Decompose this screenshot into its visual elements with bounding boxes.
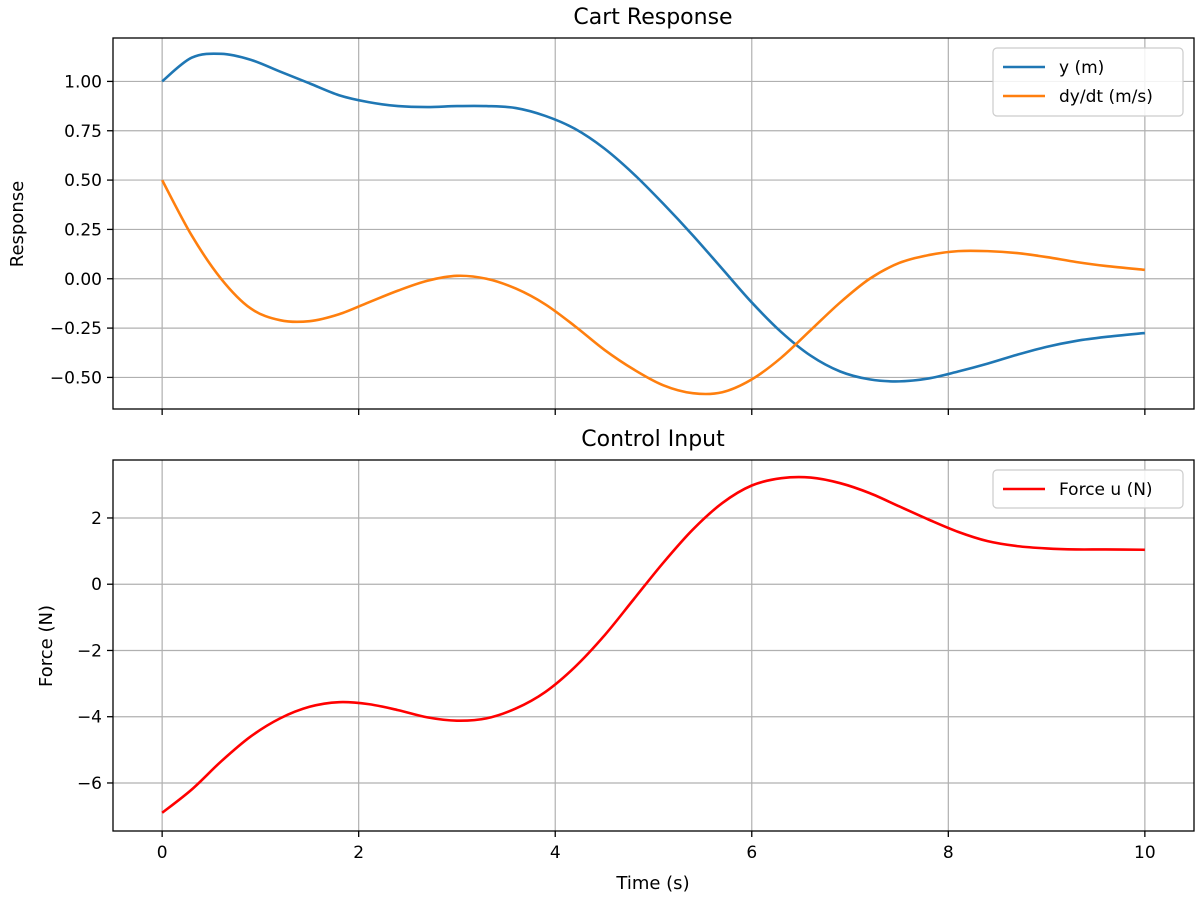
grid	[113, 460, 1194, 831]
y-tick-label: −6	[77, 774, 102, 794]
series-lines	[161, 475, 1145, 814]
ticks: −0.50 −0.25 0.00 0.25 0.50 0.75 1.00	[50, 72, 1146, 415]
y-tick-label: −0.50	[50, 368, 102, 388]
legend: Force u (N)	[992, 469, 1184, 509]
series-line-2	[160, 179, 1145, 396]
series-line-1	[161, 475, 1145, 814]
chart-title: Control Input	[581, 427, 725, 452]
series-lines	[160, 52, 1145, 396]
x-tick-label: 4	[550, 843, 561, 863]
legend-box	[992, 469, 1184, 509]
x-axis-label: Time (s)	[615, 873, 689, 894]
legend-label-dydt: dy/dt (m/s)	[1059, 87, 1153, 107]
control-input-plot: Control Input Force (N) Time (s) 0 2 4 6 8 10…	[36, 427, 1195, 894]
x-tick-label: 0	[157, 843, 168, 863]
y-tick-label: 0.00	[64, 270, 102, 290]
y-tick-label: 2	[91, 509, 102, 529]
x-tick-label: 2	[353, 843, 364, 863]
y-tick-label: 1.00	[64, 72, 102, 92]
plot-frame	[112, 459, 1195, 832]
legend-label-force: Force u (N)	[1059, 480, 1153, 500]
grid	[113, 38, 1194, 409]
chart-title: Cart Response	[573, 5, 732, 30]
y-axis-label: Response	[7, 181, 28, 267]
y-tick-label: 0.75	[64, 122, 102, 142]
legend-label-y: y (m)	[1059, 58, 1104, 78]
x-tick-label: 8	[943, 843, 954, 863]
y-tick-label: −0.25	[50, 319, 102, 339]
y-tick-label: −4	[77, 708, 102, 728]
x-tick-label: 6	[746, 843, 757, 863]
y-axis-label: Force (N)	[36, 605, 57, 687]
ticks: 0 2 4 6 8 10 −6 −4 −2 0 2	[77, 509, 1156, 863]
y-tick-label: 0	[91, 575, 102, 595]
plot-frame	[112, 37, 1195, 410]
legend: y (m) dy/dt (m/s)	[992, 47, 1184, 117]
y-tick-label: 0.50	[64, 171, 102, 191]
series-line-1	[161, 52, 1145, 383]
y-tick-label: −2	[77, 641, 102, 661]
legend-box	[992, 47, 1184, 117]
cart-response-plot: Cart Response Response −0.50 −0.25 0.00 0.2…	[7, 5, 1195, 415]
y-tick-label: 0.25	[64, 220, 102, 240]
x-tick-label: 10	[1134, 843, 1156, 863]
